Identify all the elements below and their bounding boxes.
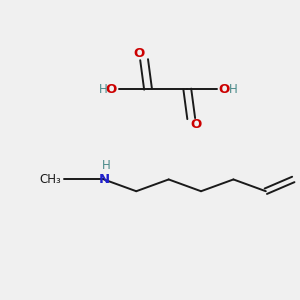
Text: H: H xyxy=(229,82,238,96)
Text: O: O xyxy=(190,118,202,131)
Text: O: O xyxy=(134,47,145,60)
Text: H: H xyxy=(98,82,107,96)
Text: O: O xyxy=(105,82,117,96)
Text: N: N xyxy=(98,173,110,186)
Text: O: O xyxy=(219,82,230,96)
Text: CH₃: CH₃ xyxy=(39,173,61,186)
Text: H: H xyxy=(101,159,110,172)
